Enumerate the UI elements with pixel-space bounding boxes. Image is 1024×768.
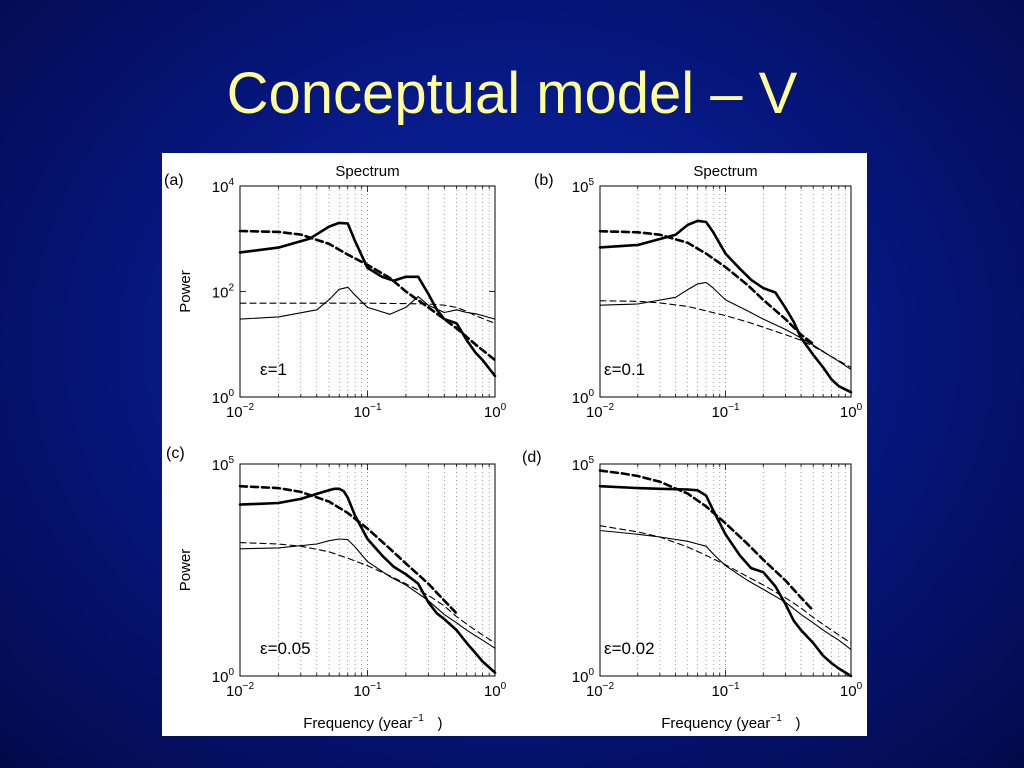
x-tick-label: 10−2 xyxy=(226,402,255,421)
panel-a: 10−2 10−1 100 100 102 104 (a) Spectrum Power ε=1 xyxy=(164,163,507,421)
series-line-thick-solid xyxy=(238,221,497,378)
series-line-thin-solid xyxy=(599,281,852,370)
x-tick-label: 100 xyxy=(840,681,863,700)
panel-label: (c) xyxy=(166,445,185,462)
y-tick-label: 102 xyxy=(212,283,235,302)
x-axis-label-close: ) xyxy=(796,715,801,732)
axes-frame xyxy=(239,185,496,398)
x-tick-label: 10−1 xyxy=(353,402,382,421)
series-line-thin-dashed xyxy=(599,300,852,369)
epsilon-annotation: ε=1 xyxy=(260,360,287,379)
epsilon-annotation: ε=0.05 xyxy=(260,639,311,658)
y-tick-label: 104 xyxy=(212,177,235,196)
series-line-thick-dashed xyxy=(238,229,497,362)
y-tick-label: 105 xyxy=(572,177,595,196)
series-line-thick-solid xyxy=(238,487,497,674)
series-line-thick-solid xyxy=(598,484,853,678)
y-tick-label: 105 xyxy=(572,455,595,474)
axes-frame xyxy=(599,463,852,677)
epsilon-annotation: ε=0.02 xyxy=(604,639,655,658)
x-tick-label: 10−1 xyxy=(353,681,382,700)
x-tick-label: 100 xyxy=(484,402,507,421)
series-line-thick-solid xyxy=(598,219,853,394)
panel-d: 10−2 10−1 100 100 105 (d) Frequency (year−1) ε=… xyxy=(522,449,863,732)
series-line-thick-dashed xyxy=(238,484,458,615)
x-tick-label: 100 xyxy=(484,681,507,700)
x-axis-label: Frequency (year−1 xyxy=(303,713,424,732)
series-line-thin-dashed xyxy=(239,302,496,324)
spectrum-figure: 10−2 10−1 100 100 102 104 (a) Spectrum Power ε=1 1… xyxy=(162,153,867,736)
x-axis-label: Frequency (year−1 xyxy=(661,713,782,732)
y-tick-label: 100 xyxy=(212,667,235,686)
spectrum-figure-svg: 10−2 10−1 100100102104(a)SpectrumPowerε=11… xyxy=(164,163,863,732)
y-axis-label: Power xyxy=(177,270,194,313)
series-line-thin-solid xyxy=(239,286,496,320)
x-tick-label: 10−2 xyxy=(226,681,255,700)
series-line-thin-dashed xyxy=(599,525,852,644)
panel-title: Spectrum xyxy=(335,163,399,180)
series-line-thick-dashed xyxy=(598,229,815,346)
series-line-thick-dashed xyxy=(598,469,815,612)
series-line-thin-dashed xyxy=(239,542,496,644)
x-tick-label: 10−1 xyxy=(711,681,740,700)
y-axis-label: Power xyxy=(177,549,194,592)
y-tick-label: 100 xyxy=(212,388,235,407)
panel-label: (a) xyxy=(164,172,184,189)
slide-title: Conceptual model – V xyxy=(226,61,798,126)
x-tick-label: 10−2 xyxy=(586,681,615,700)
epsilon-annotation: ε=0.1 xyxy=(604,360,645,379)
series-line-thin-solid xyxy=(239,538,496,649)
axes-frame xyxy=(239,463,496,677)
y-tick-label: 100 xyxy=(572,667,595,686)
x-tick-label: 10−2 xyxy=(586,402,615,421)
series-line-thin-solid xyxy=(599,529,852,651)
x-axis-label-close: ) xyxy=(438,715,443,732)
panel-title: Spectrum xyxy=(693,163,757,180)
panel-label: (b) xyxy=(534,172,554,189)
axes-frame xyxy=(599,185,852,398)
panel-b: 10−2 10−1 100 100 105 (b) Spectrum ε=0.1 xyxy=(534,163,863,421)
x-tick-label: 10−1 xyxy=(711,402,740,421)
y-tick-label: 100 xyxy=(572,388,595,407)
x-tick-label: 100 xyxy=(840,402,863,421)
panel-c: 10−2 10−1 100 100 105 (c) Power Frequency (year… xyxy=(166,445,507,732)
y-tick-label: 105 xyxy=(212,455,235,474)
panel-label: (d) xyxy=(522,449,542,466)
